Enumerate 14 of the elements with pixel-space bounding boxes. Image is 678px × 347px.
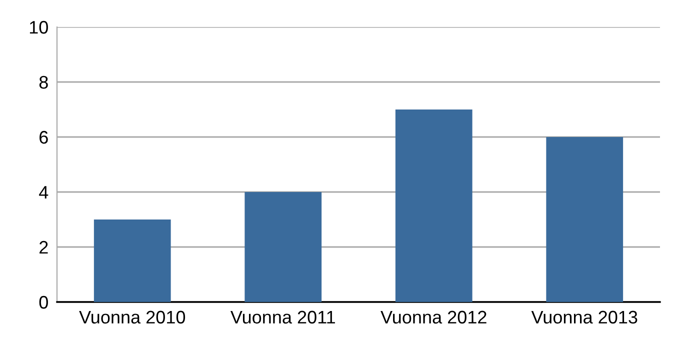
x-tick-label: Vuonna 2012 [380, 310, 486, 324]
bar [546, 137, 624, 302]
y-tick-label: 0 [39, 296, 48, 309]
x-tick-label: Vuonna 2011 [230, 310, 335, 324]
x-tick-label: Vuonna 2013 [531, 310, 638, 324]
bar [94, 220, 171, 302]
bar [395, 110, 472, 302]
y-tick-label: 10 [30, 20, 48, 34]
y-tick-label: 4 [39, 186, 48, 199]
x-tick-label: Vuonna 2010 [79, 310, 186, 324]
y-tick-label: 6 [40, 130, 48, 144]
bar [244, 192, 322, 302]
y-tick-label: 8 [39, 76, 48, 89]
y-tick-label: 2 [40, 240, 48, 254]
